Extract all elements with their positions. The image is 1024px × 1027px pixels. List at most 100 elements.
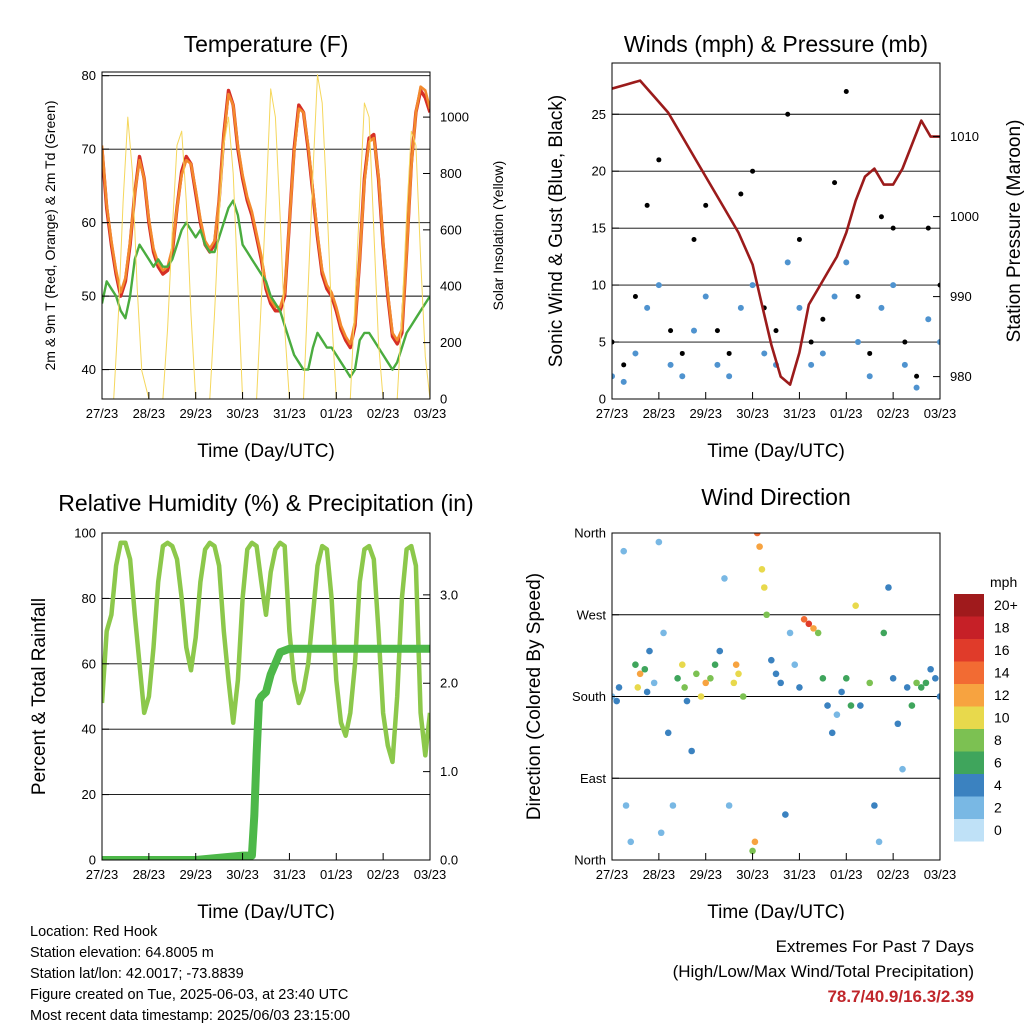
- direction-point: [913, 679, 920, 687]
- x-axis-label: Time (Day/UTC): [707, 441, 845, 462]
- x-tick-label: 01/23: [830, 867, 863, 882]
- legend-swatch: [954, 729, 984, 752]
- x-tick-label: 01/23: [320, 867, 353, 882]
- x-tick-label: 28/23: [643, 867, 676, 882]
- station-latlon: Station lat/lon: 42.0017; -73.8839: [30, 966, 244, 982]
- legend-label: 16: [994, 642, 1010, 658]
- gust-point: [855, 293, 861, 299]
- y-tick-label: East: [580, 771, 606, 786]
- legend-label: 20+: [994, 597, 1018, 613]
- x-tick-label: 03/23: [924, 867, 957, 882]
- plot-frame: [101, 532, 431, 861]
- direction-point: [889, 675, 897, 682]
- x-axis-label: Time (Day/UTC): [707, 902, 845, 920]
- gust-point: [925, 225, 931, 231]
- direction-point: [739, 693, 747, 700]
- x-tick-label: 29/23: [179, 406, 212, 421]
- legend-label: 18: [994, 620, 1010, 636]
- gust-point: [832, 180, 838, 186]
- y2-tick-label: 1000: [440, 110, 469, 125]
- x-tick-label: 03/23: [414, 867, 447, 882]
- direction-point: [632, 661, 639, 669]
- direction-point: [899, 765, 906, 773]
- legend-label: 2: [994, 800, 1002, 816]
- direction-point: [758, 566, 766, 573]
- sonic-wind-point: [831, 293, 838, 300]
- x-tick-label: 27/23: [86, 867, 119, 882]
- direction-point: [852, 602, 859, 609]
- y-tick-label: 20: [592, 164, 606, 179]
- sonic-wind-point: [866, 373, 873, 380]
- sonic-wind-point: [726, 373, 733, 380]
- gust-point: [796, 237, 802, 243]
- y-tick-label: 15: [592, 221, 606, 236]
- x-tick-label: 03/23: [414, 406, 447, 421]
- y-tick-label: 0: [89, 853, 96, 868]
- legend-swatch: [954, 661, 984, 684]
- plot-area: [612, 533, 940, 855]
- sonic-wind-point: [644, 304, 651, 311]
- y2-tick-label: 980: [950, 369, 972, 384]
- x-tick-label: 02/23: [877, 867, 910, 882]
- sonic-wind-point: [691, 327, 697, 334]
- sonic-wind-point: [819, 350, 826, 357]
- y-tick-label: 60: [82, 656, 96, 671]
- gust-point: [878, 214, 884, 220]
- x-tick-label: 27/23: [596, 406, 629, 421]
- plot-area: [612, 79, 940, 391]
- direction-point: [753, 533, 761, 537]
- y-tick-label: 40: [82, 722, 96, 737]
- gust-point: [714, 328, 720, 334]
- y-tick-label: 80: [82, 591, 96, 606]
- x-tick-label: 28/23: [643, 406, 676, 421]
- x-tick-label: 27/23: [86, 406, 119, 421]
- x-tick-label: 29/23: [179, 867, 212, 882]
- speed-legend: mph 20+ 18 16 14 12 10 8 6 4 2 0: [954, 574, 1018, 842]
- direction-point: [833, 711, 841, 718]
- direction-point: [777, 679, 784, 687]
- gust-point: [691, 237, 697, 243]
- gust-point: [726, 350, 732, 356]
- legend-label: 10: [994, 710, 1010, 726]
- y2-axis-label: Station Pressure (Maroon): [1004, 120, 1024, 343]
- direction-point: [796, 684, 803, 691]
- extremes-panel: Extremes For Past 7 Days (High/Low/Max W…: [673, 934, 974, 1009]
- solar-insolation-line: [102, 74, 430, 399]
- direction-point: [880, 629, 888, 637]
- y-tick-label: South: [572, 689, 606, 704]
- y2-tick-label: 800: [440, 166, 462, 181]
- x-tick-label: 28/23: [133, 867, 166, 882]
- x-tick-label: 29/23: [689, 406, 722, 421]
- x-tick-label: 31/23: [273, 867, 306, 882]
- direction-point: [732, 661, 740, 669]
- legend-label: 12: [994, 687, 1010, 703]
- direction-point: [730, 679, 738, 687]
- y2-tick-label: 1.0: [440, 764, 458, 779]
- y-tick-label: 70: [82, 142, 96, 157]
- sonic-wind-point: [714, 361, 721, 368]
- y-tick-label: 40: [82, 362, 96, 377]
- sonic-wind-point: [925, 316, 932, 323]
- humidity-panel: 0 20 40 60 80 100 0.0 1.0 2.0 3.0 27/23 28/23 29/23 3…: [29, 490, 474, 920]
- plot-frame: [101, 71, 431, 400]
- direction-point: [894, 720, 902, 728]
- y-tick-label: 5: [599, 335, 606, 350]
- direction-point: [711, 661, 719, 669]
- direction-point: [756, 543, 763, 550]
- x-tick-label: 03/23: [924, 406, 957, 421]
- x-tick-label: 30/23: [226, 406, 259, 421]
- x-tick-label: 31/23: [273, 406, 306, 421]
- extremes-subtitle: (High/Low/Max Wind/Total Precipitation): [672, 962, 974, 981]
- extremes-values: 78.7/40.9/16.3/2.39: [827, 987, 974, 1006]
- direction-point: [735, 670, 742, 678]
- y2-tick-label: 0: [440, 392, 447, 407]
- direction-point: [932, 675, 939, 682]
- station-location: Location: Red Hook: [30, 924, 158, 940]
- y2-tick-label: 200: [440, 335, 462, 350]
- legend-label: 0: [994, 822, 1002, 838]
- direction-point: [683, 697, 691, 705]
- direction-point: [828, 729, 836, 737]
- direction-point: [681, 684, 688, 691]
- sonic-wind-point: [702, 293, 709, 300]
